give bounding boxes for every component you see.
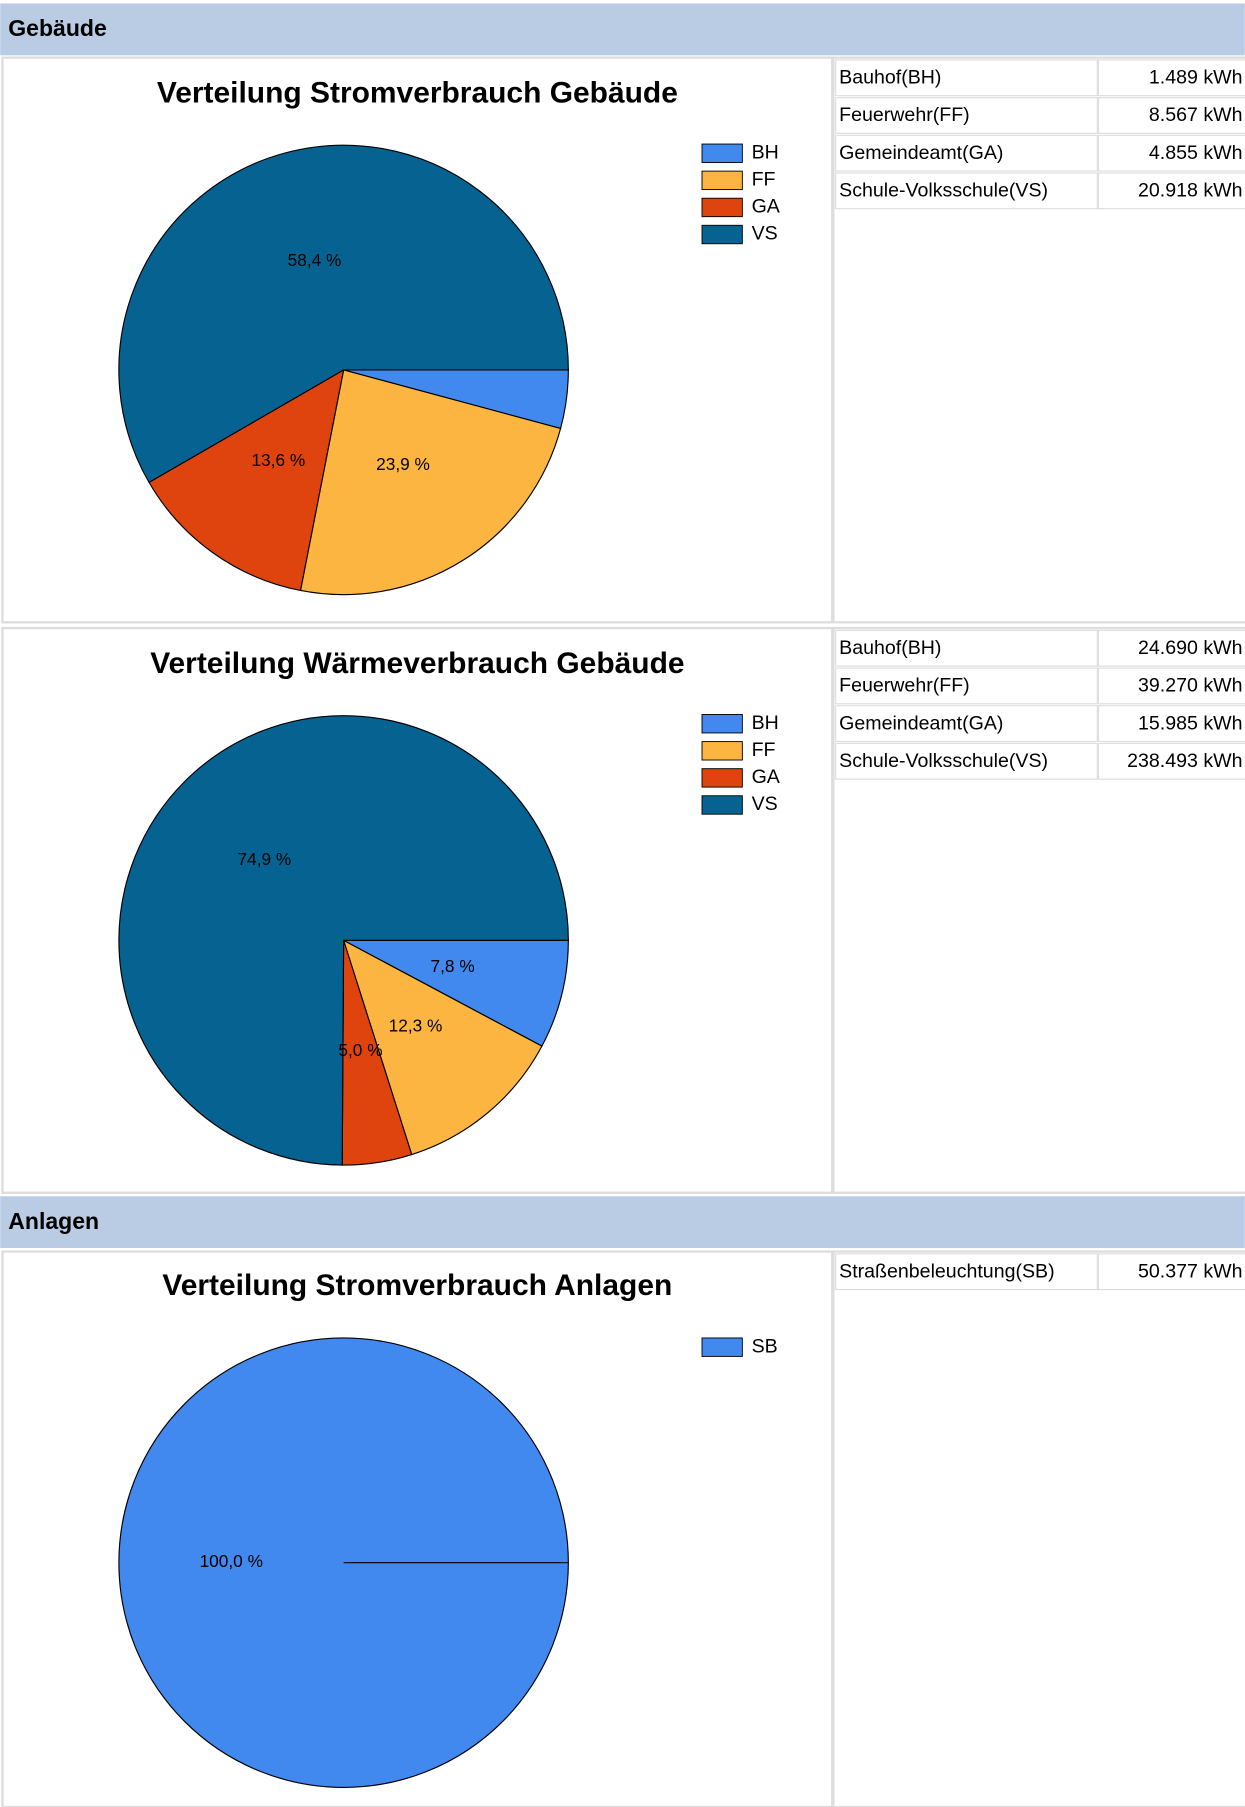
table-cell <box>1097 172 1245 210</box>
table-cell <box>1097 97 1245 134</box>
row-value: 24.690 kWh <box>1138 637 1242 659</box>
row-value: 50.377 kWh <box>1138 1260 1242 1282</box>
data-label: 7,8 % <box>431 956 475 976</box>
table-cell <box>1097 59 1245 97</box>
row-value: 20.918 kWh <box>1138 180 1242 202</box>
row-value: 39.270 kWh <box>1138 675 1242 697</box>
data-label: 12,3 % <box>389 1015 443 1035</box>
section-title: Gebäude <box>8 15 107 41</box>
table-cell <box>835 97 1098 134</box>
table-panel <box>832 1250 1245 1807</box>
legend-label: GA <box>752 766 781 788</box>
legend-label: VS <box>752 793 778 815</box>
data-label: 74,9 % <box>238 849 292 869</box>
legend-label: FF <box>752 739 776 761</box>
table-cell <box>1097 742 1245 780</box>
row-label: Feuerwehr(FF) <box>839 104 970 126</box>
row-label: Schule-Volksschule(VS) <box>839 750 1048 772</box>
legend-swatch <box>701 795 743 815</box>
row-value: 8.567 kWh <box>1149 104 1243 126</box>
section-header <box>0 3 1245 56</box>
chart-title: Verteilung Stromverbrauch Anlagen <box>162 1269 672 1302</box>
pie-slice <box>299 369 562 596</box>
table-cell <box>835 1253 1098 1291</box>
pie-slice <box>148 368 345 592</box>
pie-slice <box>118 144 569 484</box>
section-title: Anlagen <box>8 1208 99 1234</box>
legend-swatch <box>701 1337 743 1357</box>
row-label: Bauhof(BH) <box>839 67 941 89</box>
legend-label: GA <box>752 196 781 218</box>
legend-label: SB <box>752 1335 778 1357</box>
table-cell <box>835 667 1098 705</box>
legend-label: FF <box>752 169 776 191</box>
legend-swatch <box>701 768 743 788</box>
data-label: 13,6 % <box>251 450 305 470</box>
data-label: 5,0 % <box>338 1040 382 1060</box>
row-label: Feuerwehr(FF) <box>839 675 970 697</box>
legend-swatch <box>701 714 743 734</box>
row-label: Schule-Volksschule(VS) <box>839 180 1048 202</box>
row-value: 238.493 kWh <box>1127 750 1242 772</box>
table-cell <box>1097 705 1245 743</box>
row-value: 15.985 kWh <box>1138 712 1242 734</box>
table-cell <box>835 172 1098 210</box>
chart-title: Verteilung Stromverbrauch Gebäude <box>157 76 678 109</box>
table-cell <box>835 705 1098 743</box>
table-cell <box>1097 629 1245 667</box>
data-label: 23,9 % <box>376 454 430 474</box>
table-cell <box>1097 667 1245 705</box>
pie-slice <box>342 939 543 1156</box>
legend-swatch <box>701 143 743 163</box>
table-cell <box>835 134 1098 172</box>
row-label: Bauhof(BH) <box>839 637 941 659</box>
section-header <box>0 1196 1245 1249</box>
pie-slice <box>118 715 569 1166</box>
data-label: 100,0 % <box>200 1551 263 1571</box>
legend-swatch <box>701 197 743 218</box>
legend-swatch <box>701 224 743 245</box>
table-cell <box>835 629 1098 667</box>
table-cell <box>1097 134 1245 172</box>
row-value: 4.855 kWh <box>1149 142 1243 164</box>
legend-label: BH <box>752 141 779 163</box>
data-label: 58,4 % <box>288 250 342 270</box>
table-cell <box>1097 1253 1245 1291</box>
row-label: Gemeindeamt(GA) <box>839 142 1003 164</box>
pie-slice <box>343 939 569 1047</box>
row-label: Straßenbeleuchtung(SB) <box>839 1260 1054 1282</box>
table-cell <box>835 742 1098 780</box>
legend-label: BH <box>752 712 779 734</box>
legend-swatch <box>701 170 743 191</box>
row-label: Gemeindeamt(GA) <box>839 712 1003 734</box>
row-value: 1.489 kWh <box>1149 67 1243 89</box>
chart-title: Verteilung Wärmeverbrauch Gebäude <box>150 647 684 680</box>
legend-swatch <box>701 741 743 761</box>
table-cell <box>835 59 1098 97</box>
legend-label: VS <box>752 223 778 245</box>
